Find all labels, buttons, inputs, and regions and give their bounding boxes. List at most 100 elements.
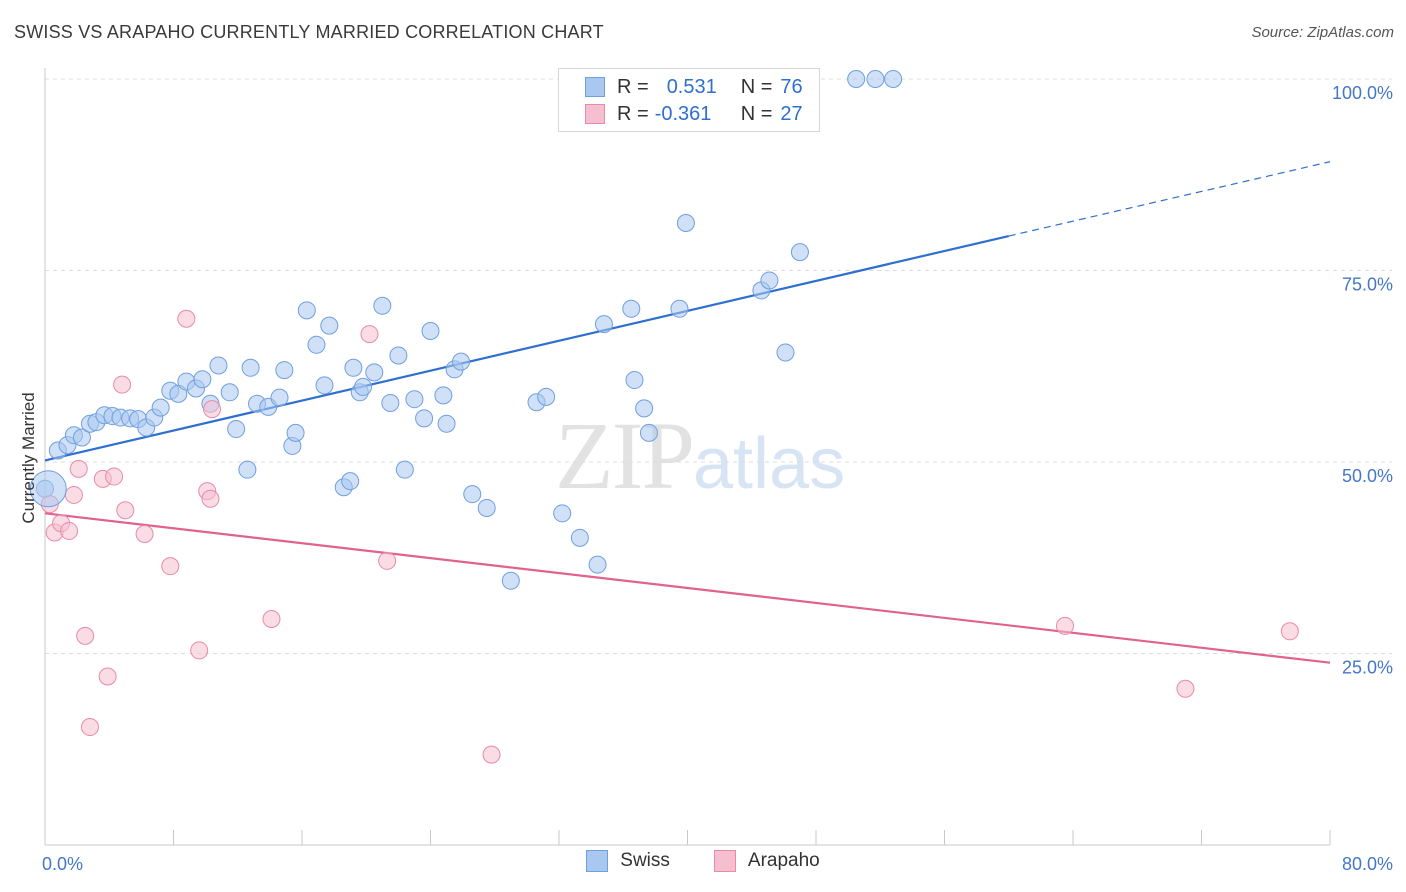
point-swiss (790, 243, 809, 262)
legend-row-swiss: R = 0.531 N = 76 (585, 74, 803, 100)
point-arapaho (360, 325, 379, 344)
point-swiss (776, 343, 795, 362)
legend-n-value: 76 (780, 75, 803, 98)
point-swiss (437, 414, 456, 433)
point-swiss (501, 571, 520, 590)
point-swiss (209, 356, 228, 375)
point-swiss (72, 428, 91, 447)
point-swiss (847, 70, 866, 88)
legend-n-value: 27 (780, 102, 803, 125)
point-swiss (622, 299, 641, 318)
point-arapaho (76, 626, 95, 645)
correlation-legend: R = 0.531 N = 76 R = -0.361 N = 27 (558, 68, 820, 132)
point-swiss (625, 371, 644, 390)
point-swiss (389, 346, 408, 365)
x-tick-label: 0.0% (42, 854, 83, 874)
point-swiss (866, 70, 885, 88)
legend-n-label: N = (740, 102, 773, 125)
point-swiss (297, 301, 316, 320)
watermark-atlas: atlas (693, 424, 846, 504)
tick-labels: 25.0% 50.0% 75.0% 100.0% 0.0% 80.0% (42, 83, 1393, 874)
y-tick-label: 75.0% (1342, 275, 1393, 295)
watermark-zip: ZIP (555, 402, 695, 509)
point-swiss (238, 460, 257, 479)
point-arapaho (80, 718, 99, 737)
point-swiss (537, 387, 556, 406)
point-arapaho (60, 521, 79, 540)
point-swiss (676, 214, 695, 233)
series-swatch-swiss (586, 850, 609, 872)
point-arapaho (262, 610, 281, 629)
point-arapaho (1176, 679, 1195, 698)
legend-swatch-arapaho (585, 104, 605, 124)
point-swiss (405, 390, 424, 409)
point-swiss (760, 271, 779, 290)
point-arapaho (378, 551, 397, 570)
point-arapaho (113, 375, 132, 394)
series-label-arapaho: Arapaho (747, 850, 820, 871)
point-swiss (220, 383, 239, 402)
point-swiss (315, 376, 334, 395)
data-points (29, 70, 1299, 764)
point-swiss (241, 358, 260, 377)
point-arapaho (161, 557, 180, 576)
series-legend: Swiss Arapaho (0, 850, 1406, 872)
point-arapaho (1055, 616, 1074, 635)
y-tick-label: 50.0% (1342, 466, 1393, 486)
point-swiss (286, 423, 305, 442)
x-tick-label: 80.0% (1342, 854, 1393, 874)
y-tick-label: 25.0% (1342, 658, 1393, 678)
legend-r-label: R = (617, 102, 649, 125)
point-swiss-large (29, 470, 67, 508)
series-swatch-arapaho (713, 850, 736, 872)
point-arapaho (482, 745, 501, 764)
legend-r-value: -0.361 (654, 102, 712, 125)
point-swiss (463, 485, 482, 504)
axes (44, 68, 1331, 846)
point-swiss (452, 352, 471, 371)
point-arapaho (116, 501, 135, 520)
point-arapaho (190, 641, 209, 660)
point-swiss (477, 498, 496, 517)
point-swiss (193, 370, 212, 389)
point-swiss (670, 299, 689, 318)
point-swiss (373, 296, 392, 315)
point-arapaho (105, 467, 124, 486)
point-swiss (307, 335, 326, 354)
point-swiss (635, 399, 654, 418)
legend-row-arapaho: R = -0.361 N = 27 (585, 101, 803, 127)
y-axis-label: Currently Married (19, 392, 38, 523)
series-legend-arapaho: Arapaho (713, 850, 820, 872)
point-swiss (434, 386, 453, 405)
point-arapaho (201, 489, 220, 508)
trend-lines (44, 161, 1331, 664)
point-swiss (227, 420, 246, 439)
trend-line-arapaho (44, 512, 1331, 664)
legend-swatch-swiss (585, 77, 605, 97)
point-arapaho (69, 459, 88, 478)
point-arapaho (98, 667, 117, 686)
legend-n-label: N = (740, 75, 773, 98)
point-swiss (415, 409, 434, 428)
chart-title: SWISS VS ARAPAHO CURRENTLY MARRIED CORRE… (14, 22, 604, 42)
point-swiss (639, 423, 658, 442)
point-arapaho (203, 400, 222, 419)
trend-line-swiss (44, 234, 1009, 462)
series-legend-swiss: Swiss (586, 850, 670, 872)
point-swiss (570, 528, 589, 547)
point-swiss (270, 388, 289, 407)
point-swiss (884, 70, 903, 88)
point-arapaho (135, 525, 154, 544)
point-swiss (594, 315, 613, 334)
trend-extension-swiss (1008, 161, 1331, 237)
point-arapaho (177, 309, 196, 328)
legend-r-value: 0.531 (666, 75, 717, 98)
series-label-swiss: Swiss (620, 850, 670, 871)
point-swiss (421, 322, 440, 341)
y-tick-label: 100.0% (1332, 83, 1393, 103)
point-swiss (365, 363, 384, 382)
point-arapaho (64, 485, 83, 504)
point-swiss (344, 358, 363, 377)
zipatlas-watermark: ZIPatlas (555, 400, 845, 511)
